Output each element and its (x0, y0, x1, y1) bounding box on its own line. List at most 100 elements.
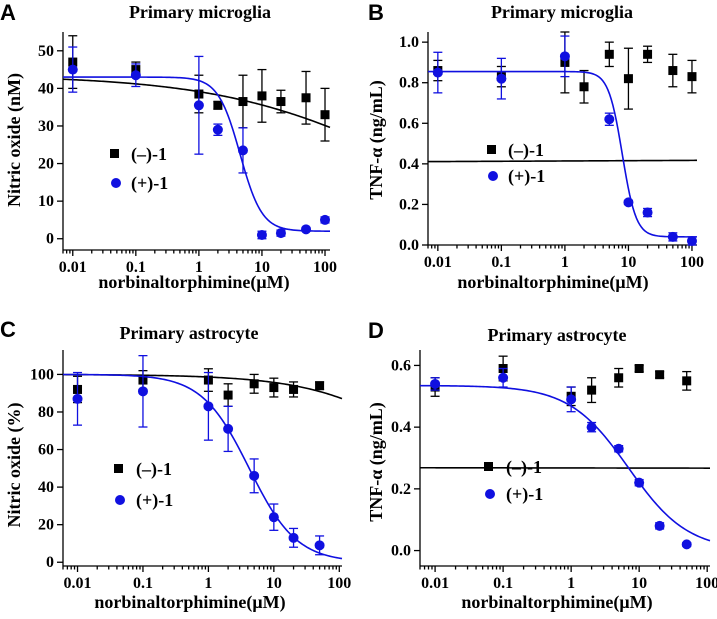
panel-b-x-tick-label: 100 (680, 254, 704, 271)
panel-b-x-tick-label: 0.01 (424, 254, 452, 271)
panel-d-point-minus (682, 376, 692, 386)
panel-c-legend-label-plus: (+)-1 (136, 490, 173, 511)
panel-d-y-tick-label: 0.2 (391, 481, 411, 498)
panel-a-letter: A (0, 0, 16, 25)
panel-c-x-tick-label: 10 (266, 575, 282, 592)
panel-c-fit-curve-plus (62, 373, 343, 560)
panel-b-point-plus (432, 67, 443, 78)
panel-d-point-plus (681, 539, 692, 550)
panel-a-y-tick-label: 30 (38, 118, 54, 135)
panel-c-legend-marker-minus (114, 464, 123, 473)
panel-d-point-minus (587, 385, 597, 395)
panel-b: B Primary microglia norbinaltorphimine(μ… (366, 0, 704, 293)
panel-c-x-tick-label: 1 (204, 575, 212, 592)
panel-a-x-tick-label: 0.01 (59, 259, 87, 276)
panel-b-y-tick-label: 0.6 (399, 115, 419, 132)
panel-d-point-plus (430, 378, 441, 389)
panel-b-legend-label-plus: (+)-1 (508, 166, 545, 187)
panel-b-y-tick-label: 0.0 (399, 237, 419, 254)
panel-b-y-tick-label: 0.4 (399, 156, 419, 173)
panel-a-point-plus (212, 124, 223, 135)
panel-b-plot: 0.01 0.1 1 10 100 0.0 0.2 0.4 0.6 0.8 1.0 (399, 31, 704, 271)
panel-b-x-tick-label: 0.1 (491, 254, 511, 271)
panel-b-point-plus (623, 197, 634, 208)
panel-d-point-minus (655, 370, 665, 380)
panel-c-point-plus (288, 532, 299, 543)
panel-c-point-plus (268, 512, 279, 523)
panel-b-point-plus (667, 231, 678, 242)
panel-c-point-plus (72, 393, 83, 404)
panel-a-y-tick-label: 10 (38, 193, 54, 210)
panel-b-y-axis-label: TNF-α (ng/mL) (366, 80, 387, 200)
panel-c-legend: (–)-1 (+)-1 (114, 459, 173, 511)
panel-b-point-plus (686, 235, 697, 246)
panel-d-title: Primary astrocyte (487, 325, 626, 345)
panel-a-point-minus (320, 110, 330, 120)
panel-d-point-plus (566, 394, 577, 405)
panel-d-point-minus (634, 364, 644, 374)
panel-c-y-tick-label: 60 (38, 442, 54, 459)
panel-b-legend-label-minus: (–)-1 (508, 140, 544, 161)
panel-d-point-plus (634, 477, 645, 488)
panel-c-y-tick-label: 100 (30, 366, 54, 383)
panel-a-x-tick-label: 10 (254, 259, 270, 276)
panel-a-legend-label-plus: (+)-1 (131, 173, 168, 194)
panel-a-point-minus (276, 97, 286, 107)
panel-d-point-plus (586, 422, 597, 433)
panel-a: A Primary microglia norbinaltorphimine(μ… (0, 0, 337, 293)
panel-a-x-tick-label: 0.1 (126, 259, 146, 276)
panel-a-point-plus (67, 64, 78, 75)
panel-c-letter: C (0, 317, 16, 342)
panel-b-fit-curve-plus (428, 70, 697, 238)
panel-d-x-tick-label: 0.01 (421, 575, 449, 592)
panel-b-x-tick-label: 10 (620, 254, 636, 271)
panel-b-point-plus (642, 207, 653, 218)
panel-a-legend: (–)-1 (+)-1 (110, 144, 168, 194)
panel-a-y-axis-label: Nitric oxide (nM) (4, 73, 25, 207)
panel-c-point-minus (249, 379, 259, 389)
panel-a-point-plus (193, 100, 204, 111)
panel-a-title: Primary microglia (129, 2, 271, 22)
panel-b-point-plus (496, 73, 507, 84)
panel-c-x-tick-label: 0.01 (64, 575, 92, 592)
panel-c-y-axis-label: Nitric oxide (%) (4, 403, 25, 528)
panel-b-fit-curve-minus (427, 159, 698, 163)
panel-c-point-plus (314, 540, 325, 551)
panel-b-title: Primary microglia (491, 2, 633, 22)
panel-a-fit-curve-plus (63, 76, 330, 232)
panel-c-title: Primary astrocyte (119, 323, 258, 343)
panel-c-legend-label-minus: (–)-1 (136, 459, 172, 480)
panel-c-point-minus (269, 383, 279, 393)
panel-d: D Primary astrocyte norbinaltorphimine(μ… (366, 318, 717, 613)
panel-d-y-tick-label: 0.6 (391, 357, 411, 374)
panel-c-point-plus (203, 401, 214, 412)
panel-a-legend-marker-plus (111, 178, 121, 188)
panel-c-point-minus (289, 384, 299, 394)
panel-a-point-plus (237, 145, 248, 156)
panel-b-point-minus (579, 82, 589, 92)
panel-d-point-plus (498, 372, 509, 383)
panel-c-x-axis-label: norbinaltorphimine(μM) (94, 592, 285, 613)
panel-b-legend-marker-minus (487, 145, 496, 154)
panel-c: C Primary astrocyte norbinaltorphimine(μ… (0, 317, 351, 613)
panel-b-legend-marker-plus (488, 171, 498, 181)
panel-a-legend-marker-minus (110, 149, 119, 158)
panel-d-y-tick-label: 0.4 (391, 419, 411, 436)
panel-a-point-plus (256, 229, 267, 240)
panel-d-legend-label-minus: (–)-1 (506, 457, 542, 478)
panel-c-x-tick-label: 0.1 (133, 575, 153, 592)
panel-c-x-tick-label: 100 (327, 575, 351, 592)
panel-d-x-axis-label: norbinaltorphimine(μM) (461, 592, 652, 613)
panel-a-point-plus (275, 228, 286, 239)
panel-c-y-tick-label: 80 (38, 404, 54, 421)
panel-a-y-tick-label: 40 (38, 80, 54, 97)
panel-b-point-minus (643, 49, 653, 59)
panel-b-y-tick-label: 0.2 (399, 196, 419, 213)
panel-c-plot: 0.01 0.1 1 10 100 0 20 40 60 80 100 (30, 350, 351, 592)
panel-c-point-plus (223, 423, 234, 434)
panel-b-point-minus (604, 49, 614, 59)
panel-c-y-tick-label: 40 (38, 479, 54, 496)
panel-a-point-minus (301, 93, 311, 103)
panel-a-y-tick-label: 20 (38, 156, 54, 173)
panel-a-legend-label-minus: (–)-1 (131, 144, 167, 165)
